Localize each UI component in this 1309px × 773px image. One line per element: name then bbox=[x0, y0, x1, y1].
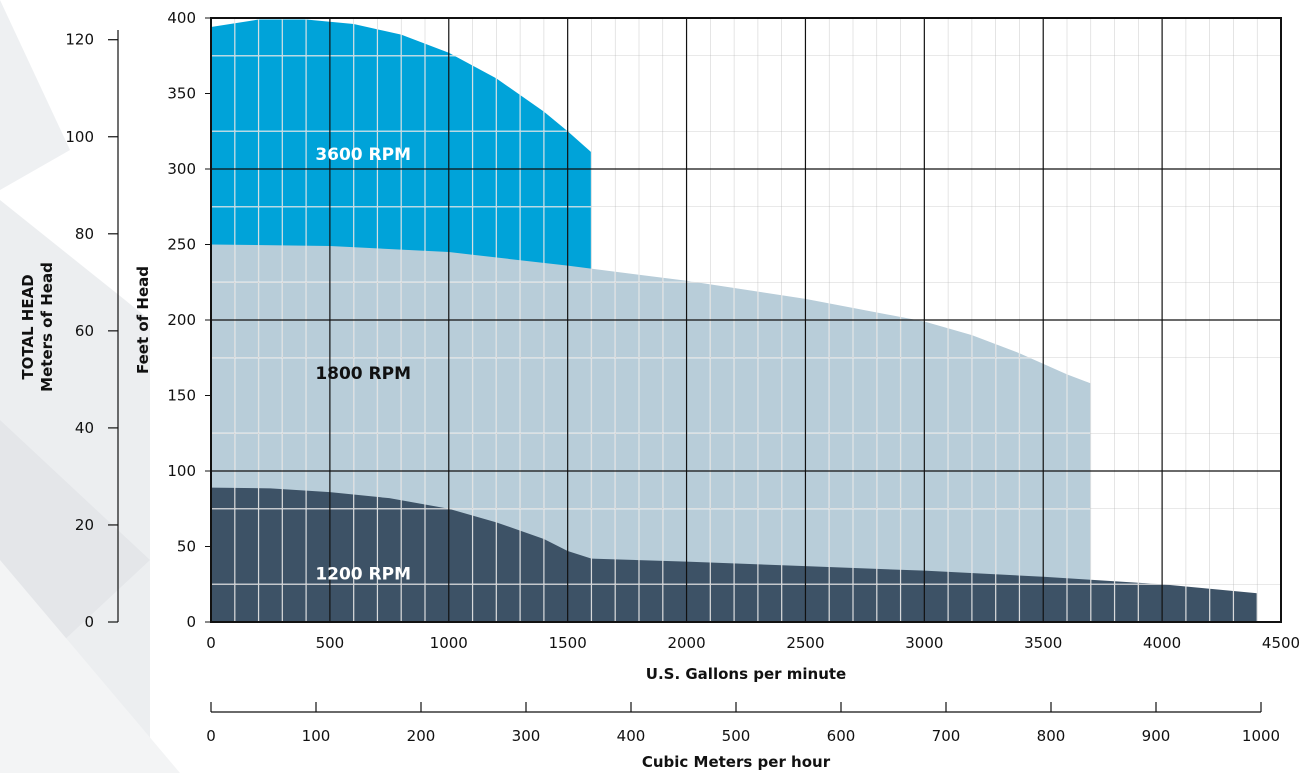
x-tick-label: 1000 bbox=[430, 634, 468, 652]
secondary-tick-label: 400 bbox=[617, 727, 646, 745]
x-axis-secondary: 0 100 200 300 400 500 600 700 800 900 1000 bbox=[206, 702, 1280, 745]
plot-frame bbox=[210, 17, 1282, 623]
x-tick-label: 4500 bbox=[1262, 634, 1300, 652]
secondary-tick-label: 1000 bbox=[1242, 727, 1280, 745]
x-tick-label: 500 bbox=[316, 634, 345, 652]
y-axis-meters-title: Meters of Head bbox=[38, 262, 56, 392]
y-tick-label: 350 bbox=[167, 85, 196, 103]
series-labels: 3600 RPM 1800 RPM 1200 RPM bbox=[315, 145, 411, 585]
secondary-tick-label: 500 bbox=[722, 727, 751, 745]
secondary-tick-label: 100 bbox=[302, 727, 331, 745]
meters-tick-label: 120 bbox=[65, 31, 94, 49]
x-axis-ticks: 0 500 1000 1500 2000 2500 3000 3500 4000 4500 bbox=[206, 634, 1300, 652]
major-gridlines bbox=[205, 17, 1281, 623]
secondary-tick-label: 700 bbox=[932, 727, 961, 745]
x-tick-label: 1500 bbox=[549, 634, 587, 652]
bg-shape-bottom bbox=[0, 560, 180, 773]
y-axis-feet-title: Feet of Head bbox=[134, 266, 152, 374]
x-axis-title: U.S. Gallons per minute bbox=[646, 665, 846, 683]
y-tick-label: 100 bbox=[167, 462, 196, 480]
y-tick-label: 0 bbox=[186, 613, 196, 631]
x-tick-label: 3500 bbox=[1024, 634, 1062, 652]
y-tick-label: 250 bbox=[167, 236, 196, 254]
meters-tick-label: 40 bbox=[75, 419, 94, 437]
meters-tick-label: 0 bbox=[84, 613, 94, 631]
secondary-tick-label: 300 bbox=[512, 727, 541, 745]
y-axis-feet-ticks: 0 50 100 150 200 250 300 350 400 bbox=[167, 9, 196, 631]
y-tick-label: 50 bbox=[177, 538, 196, 556]
secondary-tick-label: 200 bbox=[407, 727, 436, 745]
meters-tick-label: 60 bbox=[75, 322, 94, 340]
bg-shape-top bbox=[0, 0, 70, 190]
y-tick-label: 400 bbox=[167, 9, 196, 27]
y-tick-label: 300 bbox=[167, 160, 196, 178]
secondary-tick-label: 0 bbox=[206, 727, 216, 745]
secondary-tick-label: 800 bbox=[1037, 727, 1066, 745]
secondary-tick-label: 900 bbox=[1142, 727, 1171, 745]
secondary-tick-label: 600 bbox=[827, 727, 856, 745]
x-tick-label: 3000 bbox=[905, 634, 943, 652]
y-tick-label: 200 bbox=[167, 311, 196, 329]
x-tick-label: 4000 bbox=[1143, 634, 1181, 652]
y-tick-label: 150 bbox=[167, 387, 196, 405]
background-decoration bbox=[0, 0, 180, 773]
x-tick-label: 0 bbox=[206, 634, 216, 652]
series-label: 3600 RPM bbox=[315, 145, 411, 165]
x-tick-label: 2000 bbox=[667, 634, 705, 652]
y-axis-total-head-title: TOTAL HEAD bbox=[19, 274, 37, 379]
meters-tick-label: 80 bbox=[75, 225, 94, 243]
y-axis-meters: 0 20 40 60 80 100 120 bbox=[65, 30, 119, 631]
series-label: 1200 RPM bbox=[315, 565, 411, 585]
x-tick-label: 2500 bbox=[786, 634, 824, 652]
x-axis-secondary-title: Cubic Meters per hour bbox=[642, 753, 831, 771]
meters-tick-label: 100 bbox=[65, 128, 94, 146]
meters-tick-label: 20 bbox=[75, 516, 94, 534]
series-label: 1800 RPM bbox=[315, 364, 411, 384]
